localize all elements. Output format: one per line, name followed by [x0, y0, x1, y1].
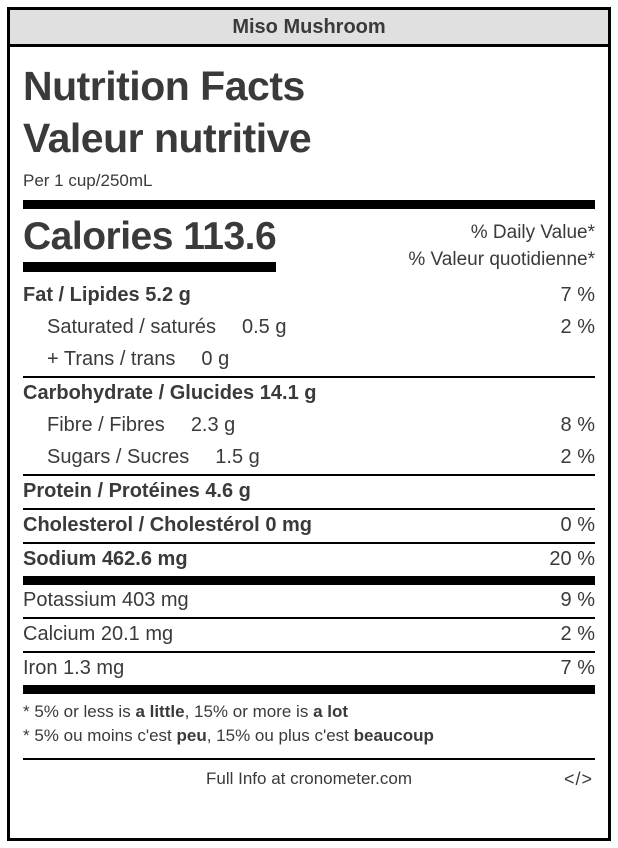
divider: [23, 650, 595, 653]
nutrient-row-iron: Iron 1.3 mg 7 %: [23, 656, 595, 679]
calories-underline: [23, 262, 277, 273]
dv-value: 2 %: [560, 622, 595, 645]
divider: [23, 507, 595, 510]
nutrient-row-potassium: Potassium 403 mg 9 %: [23, 588, 595, 611]
label-title: Nutrition Facts Valeur nutritive: [23, 61, 595, 164]
footnote-fr: * 5% ou moins c'est peu, 15% ou plus c'e…: [23, 726, 434, 746]
calories-label: Calories: [23, 215, 173, 259]
footnotes: * 5% or less is a little, 15% or more is…: [23, 694, 595, 758]
embed-code-icon[interactable]: </>: [563, 768, 593, 789]
dv-value: 9 %: [560, 588, 595, 611]
daily-value-header-en: % Daily Value*: [470, 222, 595, 244]
dv-value: 8 %: [560, 413, 595, 436]
divider: [23, 375, 595, 378]
daily-value-header-fr: % Valeur quotidienne*: [408, 248, 595, 270]
nutrient-row-cholesterol: Cholesterol / Cholestérol 0 mg 0 %: [23, 513, 595, 536]
nutrient-row-saturated: Saturated / saturés 0.5 g 2 %: [47, 315, 595, 338]
nutrient-row-protein: Protein / Protéines 4.6 g: [23, 479, 251, 502]
top-thick-rule: [23, 200, 595, 210]
daily-value-header: % Daily Value* % Valeur quotidienne*: [408, 215, 595, 273]
calories-block: Calories 113.6 % Daily Value* % Valeur q…: [23, 215, 595, 273]
nutrient-row-fat: Fat / Lipides 5.2 g 7 %: [23, 283, 595, 306]
nutrition-label-card: Miso Mushroom Nutrition Facts Valeur nut…: [7, 7, 611, 841]
nutrient-row-sodium: Sodium 462.6 mg 20 %: [23, 547, 595, 570]
nutrient-row-fibre: Fibre / Fibres 2.3 g 8 %: [47, 413, 595, 436]
footer-text: Full Info at cronometer.com: [206, 768, 412, 788]
divider: [23, 541, 595, 544]
label-body: Nutrition Facts Valeur nutritive Per 1 c…: [10, 47, 608, 838]
dv-value: 20 %: [549, 547, 595, 570]
food-title: Miso Mushroom: [232, 15, 386, 38]
nutrient-row-carbohydrate: Carbohydrate / Glucides 14.1 g: [23, 381, 317, 404]
divider: [23, 616, 595, 619]
calories: Calories 113.6: [23, 215, 277, 273]
label-title-en: Nutrition Facts: [23, 63, 305, 109]
nutrient-row-sugars: Sugars / Sucres 1.5 g 2 %: [47, 445, 595, 468]
food-title-bar: Miso Mushroom: [10, 10, 608, 47]
divider: [23, 473, 595, 476]
footnote-en: * 5% or less is a little, 15% or more is…: [23, 701, 349, 721]
footer: Full Info at cronometer.com </>: [23, 769, 595, 789]
nutrient-row-trans: + Trans / trans 0 g: [47, 347, 230, 370]
bottom-thick-rule: [23, 684, 595, 694]
calories-value: 113.6: [183, 215, 277, 259]
dv-value: 0 %: [560, 513, 595, 536]
label-title-fr: Valeur nutritive: [23, 114, 312, 161]
serving-size: Per 1 cup/250mL: [23, 171, 153, 191]
footer-divider: [23, 757, 595, 760]
dv-value: 2 %: [560, 445, 595, 468]
dv-value: 7 %: [560, 656, 595, 679]
dv-value: 7 %: [560, 283, 595, 306]
dv-value: 2 %: [560, 315, 595, 338]
nutrient-row-calcium: Calcium 20.1 mg 2 %: [23, 622, 595, 645]
mid-thick-rule: [23, 575, 595, 585]
